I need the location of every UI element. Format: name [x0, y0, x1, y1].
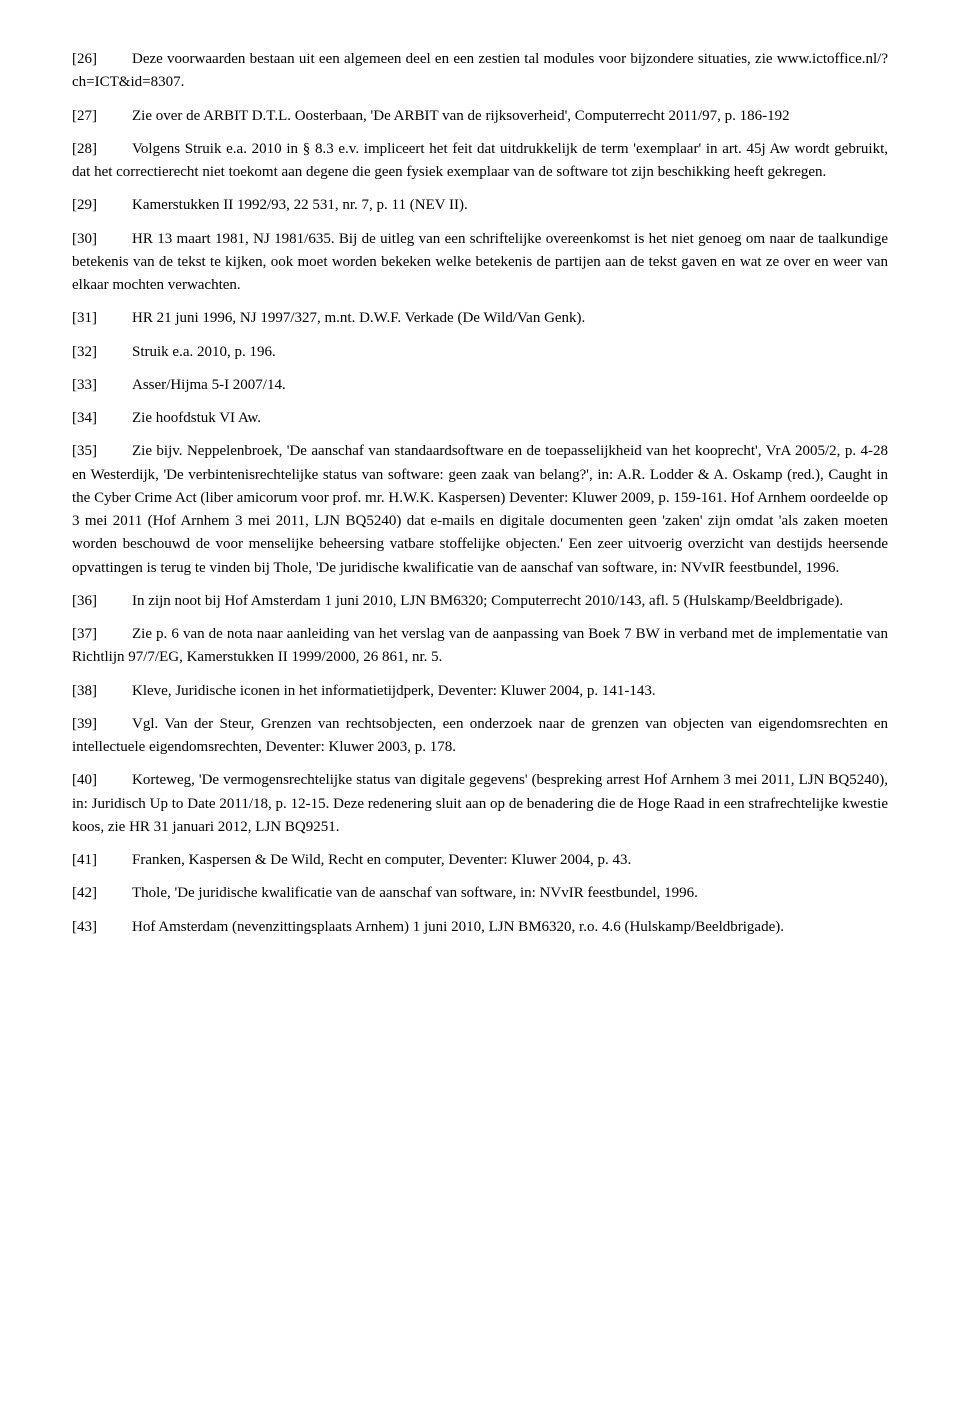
- ref-num: [28]: [72, 138, 132, 161]
- ref-40: [40]Korteweg, 'De vermogensrechtelijke s…: [72, 769, 888, 839]
- ref-34: [34]Zie hoofdstuk VI Aw.: [72, 407, 888, 430]
- ref-27: [27]Zie over de ARBIT D.T.L. Oosterbaan,…: [72, 105, 888, 128]
- ref-text: Asser/Hijma 5-I 2007/14.: [132, 377, 286, 393]
- ref-num: [31]: [72, 307, 132, 330]
- ref-num: [41]: [72, 849, 132, 872]
- ref-30: [30]HR 13 maart 1981, NJ 1981/635. Bij d…: [72, 228, 888, 298]
- ref-32: [32]Struik e.a. 2010, p. 196.: [72, 341, 888, 364]
- ref-text: HR 13 maart 1981, NJ 1981/635. Bij de ui…: [72, 231, 888, 294]
- ref-text: In zijn noot bij Hof Amsterdam 1 juni 20…: [132, 593, 843, 609]
- ref-28: [28]Volgens Struik e.a. 2010 in § 8.3 e.…: [72, 138, 888, 185]
- ref-text: Franken, Kaspersen & De Wild, Recht en c…: [132, 852, 631, 868]
- ref-text: Vgl. Van der Steur, Grenzen van rechtsob…: [72, 716, 888, 755]
- ref-text: Struik e.a. 2010, p. 196.: [132, 344, 276, 360]
- ref-num: [40]: [72, 769, 132, 792]
- ref-num: [43]: [72, 916, 132, 939]
- ref-num: [27]: [72, 105, 132, 128]
- ref-text: Kleve, Juridische iconen in het informat…: [132, 683, 656, 699]
- ref-text: Thole, 'De juridische kwalificatie van d…: [132, 885, 698, 901]
- ref-text: Zie p. 6 van de nota naar aanleiding van…: [72, 626, 888, 665]
- ref-41: [41]Franken, Kaspersen & De Wild, Recht …: [72, 849, 888, 872]
- ref-36: [36]In zijn noot bij Hof Amsterdam 1 jun…: [72, 590, 888, 613]
- ref-num: [34]: [72, 407, 132, 430]
- ref-num: [33]: [72, 374, 132, 397]
- ref-text: Korteweg, 'De vermogensrechtelijke statu…: [72, 772, 888, 835]
- ref-42: [42]Thole, 'De juridische kwalificatie v…: [72, 882, 888, 905]
- ref-text: Zie bijv. Neppelenbroek, 'De aanschaf va…: [72, 443, 888, 575]
- ref-43: [43]Hof Amsterdam (nevenzittingsplaats A…: [72, 916, 888, 939]
- ref-num: [39]: [72, 713, 132, 736]
- ref-num: [30]: [72, 228, 132, 251]
- ref-text: HR 21 juni 1996, NJ 1997/327, m.nt. D.W.…: [132, 310, 585, 326]
- ref-num: [42]: [72, 882, 132, 905]
- ref-text: Zie hoofdstuk VI Aw.: [132, 410, 261, 426]
- ref-text: Zie over de ARBIT D.T.L. Oosterbaan, 'De…: [132, 108, 790, 124]
- ref-num: [37]: [72, 623, 132, 646]
- ref-37: [37]Zie p. 6 van de nota naar aanleiding…: [72, 623, 888, 670]
- ref-26: [26]Deze voorwaarden bestaan uit een alg…: [72, 48, 888, 95]
- ref-31: [31]HR 21 juni 1996, NJ 1997/327, m.nt. …: [72, 307, 888, 330]
- ref-num: [29]: [72, 194, 132, 217]
- ref-29: [29]Kamerstukken II 1992/93, 22 531, nr.…: [72, 194, 888, 217]
- ref-text: Deze voorwaarden bestaan uit een algemee…: [72, 51, 888, 90]
- ref-39: [39]Vgl. Van der Steur, Grenzen van rech…: [72, 713, 888, 760]
- ref-38: [38]Kleve, Juridische iconen in het info…: [72, 680, 888, 703]
- ref-num: [26]: [72, 48, 132, 71]
- ref-35: [35]Zie bijv. Neppelenbroek, 'De aanscha…: [72, 440, 888, 580]
- ref-text: Hof Amsterdam (nevenzittingsplaats Arnhe…: [132, 919, 784, 935]
- ref-num: [36]: [72, 590, 132, 613]
- ref-num: [38]: [72, 680, 132, 703]
- ref-num: [35]: [72, 440, 132, 463]
- ref-text: Volgens Struik e.a. 2010 in § 8.3 e.v. i…: [72, 141, 888, 180]
- ref-num: [32]: [72, 341, 132, 364]
- ref-text: Kamerstukken II 1992/93, 22 531, nr. 7, …: [132, 197, 468, 213]
- ref-33: [33]Asser/Hijma 5-I 2007/14.: [72, 374, 888, 397]
